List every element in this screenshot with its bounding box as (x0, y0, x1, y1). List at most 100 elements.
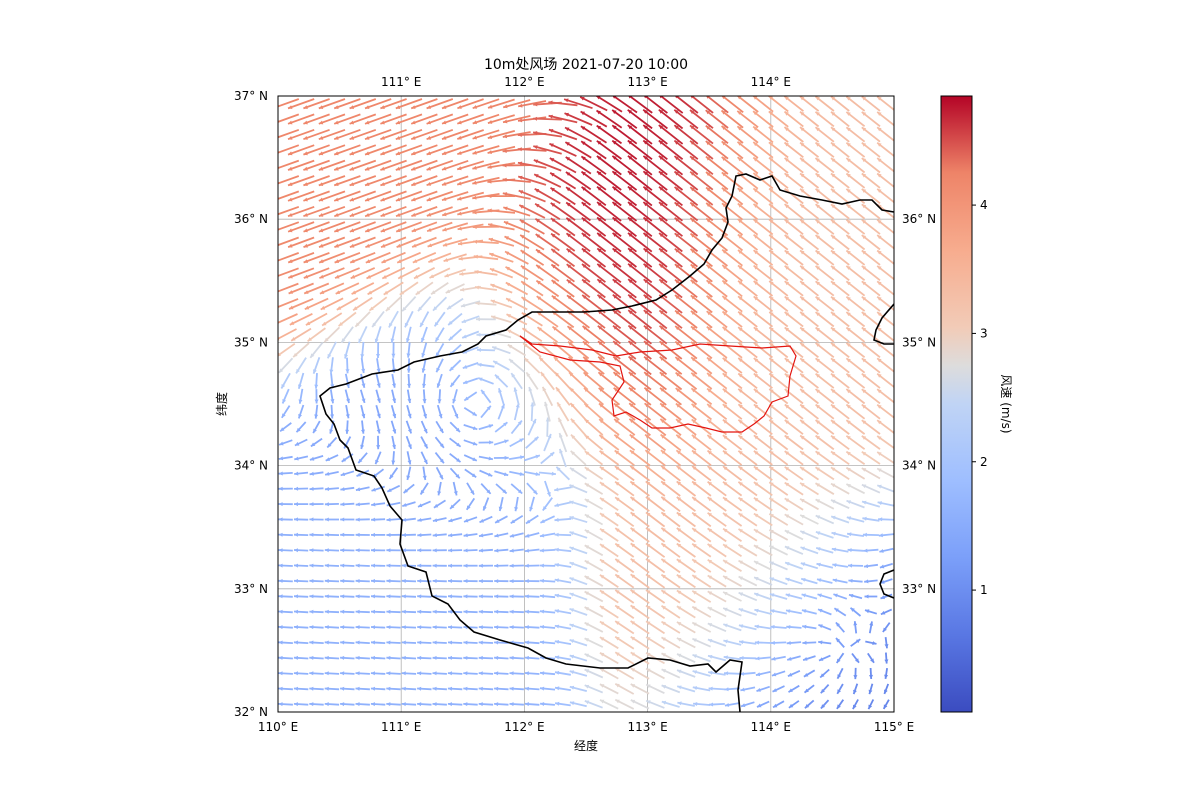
wind-arrow-head (533, 116, 538, 121)
wind-arrow-head (836, 704, 841, 709)
wind-arrow-head (877, 358, 882, 363)
wind-arrow-shaft (349, 144, 377, 156)
wind-arrow-head (273, 151, 278, 155)
wind-arrow-head (660, 434, 665, 439)
wind-arrow-head (674, 186, 679, 191)
wind-arrow-shaft (349, 236, 376, 248)
wind-arrow-head (862, 532, 867, 537)
wind-arrow-head (380, 213, 385, 217)
wind-arrow-head (815, 173, 820, 178)
wind-arrow-shaft (597, 356, 621, 375)
wind-arrow-head (722, 342, 727, 347)
wind-arrow-head (658, 140, 664, 145)
wind-arrow-head (487, 165, 492, 169)
wind-arrow-shaft (674, 325, 698, 345)
wind-arrow-head (493, 361, 498, 365)
wind-arrow-head (448, 518, 453, 523)
wind-arrow-head (800, 250, 805, 255)
wind-arrow-head (769, 157, 774, 162)
wind-arrow-head (738, 404, 743, 409)
wind-arrow-shaft (548, 128, 578, 141)
wind-arrow-head (584, 591, 589, 596)
wind-arrow-shaft (441, 129, 469, 140)
wind-arrow-shaft (768, 126, 789, 143)
wind-arrow-shaft (442, 222, 469, 232)
wind-arrow-head (615, 512, 620, 517)
wind-arrow-head (831, 467, 836, 472)
x-tick-label: 110° E (258, 720, 298, 734)
wind-arrow-head (769, 389, 774, 394)
wind-arrow-head (800, 188, 805, 193)
wind-arrow-head (584, 638, 589, 642)
wind-arrow-shaft (674, 340, 698, 360)
x-tick-label: 114° E (751, 720, 791, 734)
wind-arrow-shaft (721, 96, 744, 114)
wind-arrow-head (569, 670, 575, 675)
wind-arrow-head (417, 640, 422, 645)
wind-arrow-head (846, 435, 851, 440)
wind-arrow-shaft (550, 232, 576, 252)
wind-arrow-shaft (722, 403, 743, 420)
wind-arrow-head (514, 506, 519, 512)
wind-arrow-head (661, 527, 666, 532)
wind-arrow-head (692, 575, 697, 579)
wind-arrow-head (613, 325, 618, 330)
wind-arrow-shaft (564, 141, 592, 159)
wind-arrow-head (831, 327, 836, 332)
wind-arrow-shaft (660, 433, 682, 452)
wind-arrow-shaft (658, 278, 683, 299)
wind-arrow-shaft (580, 125, 607, 144)
wind-arrow-head (466, 505, 471, 510)
wind-arrow-head (615, 497, 620, 502)
wind-arrow-shaft (395, 128, 423, 141)
wind-arrow-head (831, 389, 836, 394)
wind-arrow-shaft (799, 141, 820, 158)
wind-arrow-shaft (487, 162, 516, 169)
wind-arrow-head (569, 592, 574, 597)
wind-arrow-shaft (550, 217, 576, 237)
top-tick-label: 112° E (504, 75, 544, 89)
wind-arrow-head (361, 398, 366, 403)
wind-arrow-head (554, 487, 559, 492)
wind-arrow-head (846, 312, 851, 317)
wind-arrow-shaft (689, 109, 714, 129)
wind-arrow-shaft (549, 172, 577, 190)
wind-arrow-head (628, 372, 634, 377)
wind-arrow-head (581, 202, 587, 207)
wind-arrow-shaft (580, 110, 608, 128)
wind-arrow-head (355, 625, 360, 630)
wind-arrow-head (554, 532, 559, 537)
wind-arrow-head (723, 513, 728, 517)
wind-arrow-shaft (612, 232, 637, 253)
wind-arrow-head (365, 136, 370, 140)
wind-arrow-head (659, 279, 664, 284)
wind-arrow-shaft (366, 266, 391, 280)
wind-arrow-head (800, 265, 805, 270)
wind-arrow-head (738, 450, 743, 455)
wind-arrow-head (722, 419, 728, 424)
wind-arrow-head (569, 639, 574, 643)
wind-arrow-head (721, 96, 726, 100)
wind-arrow-head (356, 472, 361, 477)
wind-arrow-head (386, 640, 391, 645)
wind-arrow-shaft (643, 247, 668, 268)
wind-arrow-head (535, 454, 540, 459)
wind-arrow-shaft (690, 325, 713, 344)
wind-arrow-head (800, 342, 805, 347)
wind-arrow-head (800, 281, 805, 286)
wind-arrow-shaft (582, 356, 605, 375)
wind-arrow-head (753, 450, 759, 455)
wind-arrow-head (509, 655, 514, 660)
wind-arrow-head (503, 221, 509, 225)
right-tick-label: 33° N (902, 582, 936, 596)
wind-arrow-shaft (612, 324, 637, 345)
wind-arrow-head (414, 274, 419, 279)
top-tick-label: 113° E (627, 75, 667, 89)
wind-arrow-head (395, 151, 401, 156)
wind-arrow-head (815, 420, 820, 425)
wind-arrow-head (387, 488, 392, 492)
wind-arrow-head (401, 671, 406, 676)
wind-arrow-shaft (364, 144, 392, 156)
wind-arrow-head (659, 202, 664, 207)
wind-arrow-shaft (596, 247, 622, 268)
